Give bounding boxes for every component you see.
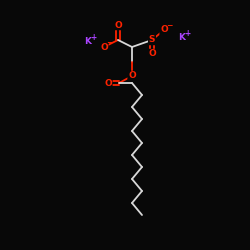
Text: S: S — [149, 36, 155, 44]
Text: O: O — [114, 20, 122, 30]
Text: K: K — [178, 34, 186, 42]
Text: O: O — [104, 78, 112, 88]
Text: O: O — [148, 50, 156, 58]
Text: K: K — [84, 38, 91, 46]
Text: O: O — [100, 42, 108, 51]
Text: O: O — [160, 26, 168, 35]
Text: −: − — [106, 38, 112, 48]
Text: −: − — [166, 22, 172, 30]
Text: O: O — [128, 72, 136, 80]
Text: +: + — [90, 34, 96, 42]
Text: +: + — [184, 30, 190, 38]
